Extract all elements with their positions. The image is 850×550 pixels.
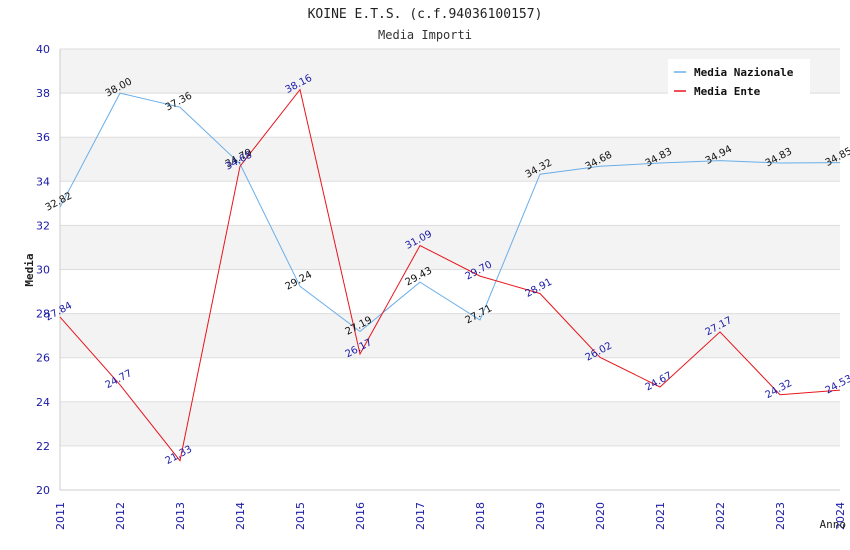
data-label-media-ente: 24.67 <box>644 370 674 393</box>
x-tick-label: 2024 <box>834 502 847 530</box>
x-tick-label: 2012 <box>114 502 127 530</box>
grid-band <box>60 137 840 182</box>
y-tick-label: 26 <box>36 352 50 365</box>
data-label-media-ente: 28.91 <box>524 277 554 300</box>
grid-band <box>60 313 840 358</box>
y-tick-label: 32 <box>36 219 50 232</box>
x-tick-label: 2011 <box>54 502 67 530</box>
data-label-media-nazionale: 32.82 <box>44 191 74 214</box>
y-tick-label: 30 <box>36 264 50 277</box>
y-tick-label: 20 <box>36 484 50 497</box>
data-label-media-nazionale: 29.24 <box>284 269 314 292</box>
x-tick-label: 2017 <box>414 502 427 530</box>
x-tick-label: 2021 <box>654 502 667 530</box>
series-line-media-nazionale <box>59 92 841 333</box>
y-axis-ticks: 20 22 24 26 28 30 32 34 36 38 40 <box>36 43 50 497</box>
data-label-media-ente: 24.53 <box>824 373 850 396</box>
x-axis-ticks: 2011 2012 2013 2014 2015 2016 2017 2018 2019 2020… <box>54 502 847 530</box>
background-bands <box>60 49 840 446</box>
legend-entry-media-ente: Media Ente <box>694 85 761 98</box>
x-axis-label: Anno <box>820 518 847 531</box>
chart-title: KOINE E.T.S. (c.f.94036100157) <box>308 7 543 22</box>
y-axis-label: Media <box>23 253 36 286</box>
y-tick-label: 28 <box>36 308 50 321</box>
y-tick-label: 38 <box>36 87 50 100</box>
x-tick-label: 2016 <box>354 502 367 530</box>
x-tick-label: 2019 <box>534 502 547 530</box>
x-tick-label: 2020 <box>594 502 607 530</box>
chart-subtitle: Media Importi <box>378 28 472 42</box>
y-tick-label: 34 <box>36 175 50 188</box>
series-line-media-ente <box>59 88 841 462</box>
y-tick-label: 36 <box>36 131 50 144</box>
data-label-media-nazionale: 37.36 <box>164 90 194 113</box>
y-tick-label: 22 <box>36 440 50 453</box>
legend: Media Nazionale Media Ente <box>668 59 810 101</box>
legend-entry-media-nazionale: Media Nazionale <box>694 66 794 79</box>
grid-band <box>60 225 840 270</box>
series-lines <box>59 88 841 462</box>
x-tick-label: 2013 <box>174 502 187 530</box>
y-tick-label: 24 <box>36 396 50 409</box>
legend-box <box>668 59 810 101</box>
x-tick-label: 2023 <box>774 502 787 530</box>
x-tick-label: 2022 <box>714 502 727 530</box>
x-tick-label: 2018 <box>474 502 487 530</box>
y-tick-label: 40 <box>36 43 50 56</box>
grid-lines <box>59 48 840 491</box>
data-label-media-ente: 21.33 <box>164 444 194 467</box>
x-tick-label: 2015 <box>294 502 307 530</box>
data-label-media-ente: 24.32 <box>764 378 794 401</box>
x-tick-label: 2014 <box>234 502 247 530</box>
grid-band <box>60 401 840 446</box>
